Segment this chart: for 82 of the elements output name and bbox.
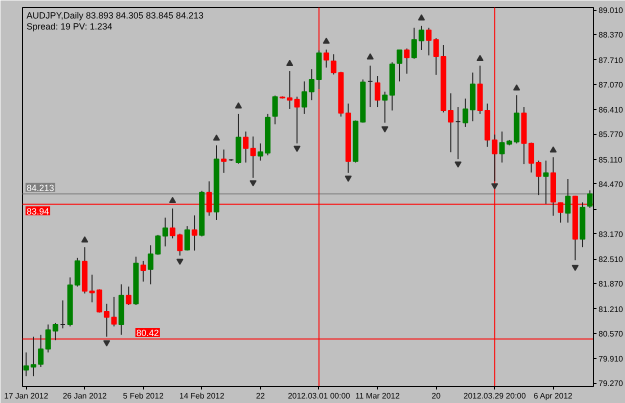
point <box>476 54 484 62</box>
candlestick <box>60 300 66 329</box>
y-tick-label: 85.110 <box>598 155 623 164</box>
candlestick <box>426 27 432 56</box>
point <box>286 60 294 66</box>
text: Spread: 19 PV: 1.234 <box>26 22 112 32</box>
candlestick <box>126 286 132 306</box>
chart-title: AUDJPY,Daily 83.893 84.305 83.845 84.213 <box>26 10 204 20</box>
ref-line-label: 83.94 <box>26 206 50 216</box>
point <box>169 196 176 204</box>
y-tick-label: 81.870 <box>598 280 624 289</box>
candlestick <box>221 149 227 174</box>
candlestick <box>433 38 439 76</box>
x-tick-label: 14 Feb 2012 <box>179 392 225 400</box>
x-tick-label: 26 Jan 2012 <box>62 392 108 400</box>
point <box>294 146 301 152</box>
candlestick <box>155 234 161 256</box>
candlestick <box>250 136 256 178</box>
point <box>250 180 257 186</box>
x-tick-label: 6 Apr 2012 <box>534 392 573 400</box>
point <box>454 161 462 168</box>
point <box>381 126 388 132</box>
x-tick-label: 5 Feb 2012 <box>123 392 164 400</box>
point <box>212 134 220 141</box>
point <box>344 176 352 182</box>
candlestick <box>565 178 571 224</box>
point <box>491 183 498 190</box>
point <box>513 84 520 91</box>
y-tick-label: 87.070 <box>598 80 624 90</box>
x-tick-label: 2012.03.29 20:00 <box>464 392 526 400</box>
y-tick-label: 86.410 <box>598 106 624 115</box>
candlestick <box>272 95 278 125</box>
y-tick-label: 80.570 <box>598 329 624 338</box>
candlestick <box>330 54 336 75</box>
candlestick <box>374 76 380 108</box>
candlestick <box>528 142 534 173</box>
y-tick-label: 89.010 <box>598 6 624 16</box>
y-tick-label: 79.910 <box>598 354 624 364</box>
candlestick <box>536 160 542 196</box>
y-tick-label: 79.270 <box>598 379 624 388</box>
candlestick <box>140 260 146 282</box>
x-tick-label: 17 Jan 2012 <box>4 392 49 400</box>
y-tick-label: 87.710 <box>598 56 624 65</box>
point <box>366 53 374 60</box>
candlestick <box>324 49 330 68</box>
candlestick <box>302 80 308 114</box>
candlestick <box>396 49 402 82</box>
candlestick <box>308 68 314 101</box>
x-tick-label: 2012.03.01 00:00 <box>288 392 351 400</box>
candlestick <box>258 142 264 162</box>
point <box>176 258 184 265</box>
y-tick-label: 84.470 <box>598 180 624 189</box>
candlestick <box>192 214 198 252</box>
x-tick-label: 20 <box>432 392 442 400</box>
y-tick-label: 83.170 <box>598 230 624 239</box>
candlestick <box>382 91 388 124</box>
y-tick-label: 85.770 <box>598 130 624 140</box>
x-tick-label: 22 <box>256 392 266 400</box>
candlestick <box>38 334 44 368</box>
candlestick <box>184 226 190 252</box>
candlestick <box>462 98 468 128</box>
candlestick <box>404 48 410 74</box>
candlestick <box>367 65 373 108</box>
candlestick <box>243 131 249 164</box>
point <box>550 146 557 153</box>
point <box>322 38 330 44</box>
y-tick-label: 88.370 <box>598 30 624 40</box>
point <box>103 340 110 346</box>
y-tick-label: 81.210 <box>598 304 624 314</box>
ref-line-label: 80.42 <box>136 328 159 338</box>
point <box>418 14 425 20</box>
candlestick <box>543 160 549 204</box>
candlestick <box>455 106 461 160</box>
candlestick <box>162 217 168 247</box>
candlestick <box>448 92 454 153</box>
y-tick-label: 82.510 <box>598 255 624 264</box>
ref-line-label: 84.213 <box>26 182 54 193</box>
point <box>572 264 579 272</box>
candlestick <box>148 244 154 285</box>
x-tick-label: 11 Mar 2012 <box>355 392 400 400</box>
point <box>234 102 242 108</box>
candlestick <box>587 190 593 208</box>
